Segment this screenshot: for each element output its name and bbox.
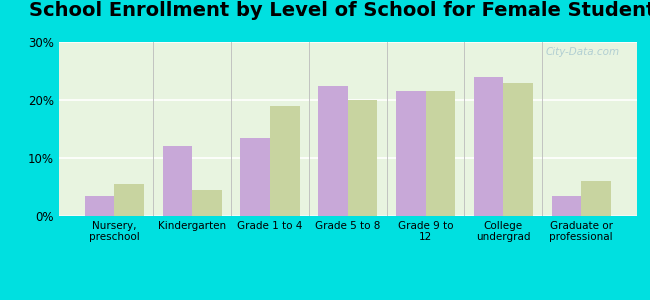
Bar [348, 100, 377, 216]
Bar [396, 91, 426, 216]
Bar [84, 196, 114, 216]
Title: School Enrollment by Level of School for Female Students: School Enrollment by Level of School for… [29, 1, 650, 20]
Bar [503, 82, 533, 216]
Bar [192, 190, 222, 216]
Bar [552, 196, 581, 216]
Bar [240, 138, 270, 216]
Bar [162, 146, 192, 216]
Bar [474, 77, 503, 216]
Bar [270, 106, 300, 216]
Bar [581, 181, 611, 216]
Bar [114, 184, 144, 216]
Text: City-Data.com: City-Data.com [545, 47, 619, 57]
Bar [426, 91, 455, 216]
Bar [318, 85, 348, 216]
